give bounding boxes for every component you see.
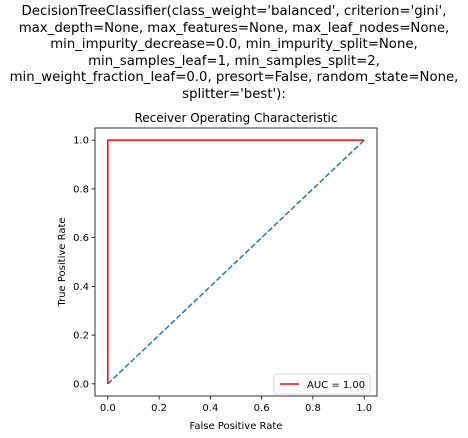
chance-diagonal-line bbox=[107, 139, 365, 385]
x-tick-label: 0.6 bbox=[254, 403, 270, 414]
chart-title: Receiver Operating Characteristic bbox=[134, 111, 337, 125]
y-axis-label: True Positive Rate bbox=[57, 217, 68, 307]
suptitle-line: splitter='best'): bbox=[182, 86, 286, 102]
y-tick-label: 0.2 bbox=[73, 331, 89, 342]
roc-curve-line bbox=[107, 139, 365, 384]
y-tick-label: 0.6 bbox=[73, 233, 89, 244]
legend-box bbox=[273, 373, 371, 395]
legend: AUC = 1.00 bbox=[273, 373, 371, 395]
suptitle-line: min_samples_leaf=1, min_samples_split=2, bbox=[88, 53, 380, 69]
y-tick-label: 1.0 bbox=[73, 136, 89, 147]
x-tick-label: 0.0 bbox=[100, 403, 116, 414]
x-tick-label: 0.4 bbox=[202, 403, 218, 414]
figure-suptitle: DecisionTreeClassifier(class_weight='bal… bbox=[0, 4, 468, 104]
suptitle-line: max_depth=None, max_features=None, max_l… bbox=[18, 20, 450, 36]
x-tick-label: 0.2 bbox=[151, 403, 167, 414]
y-tick-label: 0.8 bbox=[73, 184, 89, 195]
plot-area bbox=[107, 139, 365, 385]
suptitle-line: min_impurity_decrease=0.0, min_impurity_… bbox=[50, 37, 418, 53]
suptitle-line: DecisionTreeClassifier(class_weight='bal… bbox=[21, 4, 447, 19]
x-tick-label: 1.0 bbox=[356, 403, 372, 414]
x-axis-label: False Positive Rate bbox=[190, 421, 283, 432]
suptitle-line: min_weight_fraction_leaf=0.0, presort=Fa… bbox=[9, 70, 459, 86]
x-tick-label: 0.8 bbox=[305, 403, 321, 414]
axis-ticks: 0.0 0.2 0.4 0.6 0.8 1.0 0.0 0.2 0.4 0.6 0.8 1.0 bbox=[73, 136, 372, 414]
y-tick-label: 0.4 bbox=[73, 282, 89, 293]
y-tick-label: 0.0 bbox=[73, 379, 89, 390]
legend-label: AUC = 1.00 bbox=[307, 380, 365, 391]
axes-frame bbox=[94, 127, 378, 397]
